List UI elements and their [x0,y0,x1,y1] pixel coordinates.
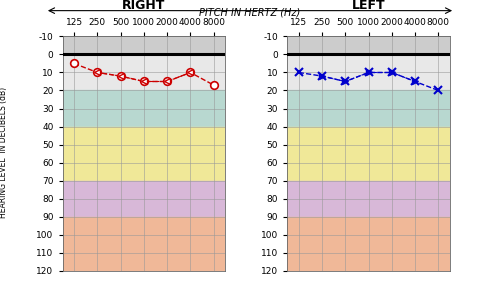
Bar [287,126,450,181]
Title: RIGHT: RIGHT [122,0,166,12]
Bar [287,54,450,91]
Bar [287,216,450,271]
Text: PITCH IN HERTZ (Hz): PITCH IN HERTZ (Hz) [200,8,300,18]
Title: LEFT: LEFT [352,0,386,12]
Bar [62,91,226,126]
Bar [62,181,226,216]
Bar [287,91,450,126]
Text: HEARING LEVEL  IN DECIBELS (dB): HEARING LEVEL IN DECIBELS (dB) [0,86,8,218]
Bar [62,54,226,91]
Bar [287,36,450,54]
Bar [62,216,226,271]
Bar [62,36,226,54]
Bar [62,126,226,181]
Bar [287,181,450,216]
